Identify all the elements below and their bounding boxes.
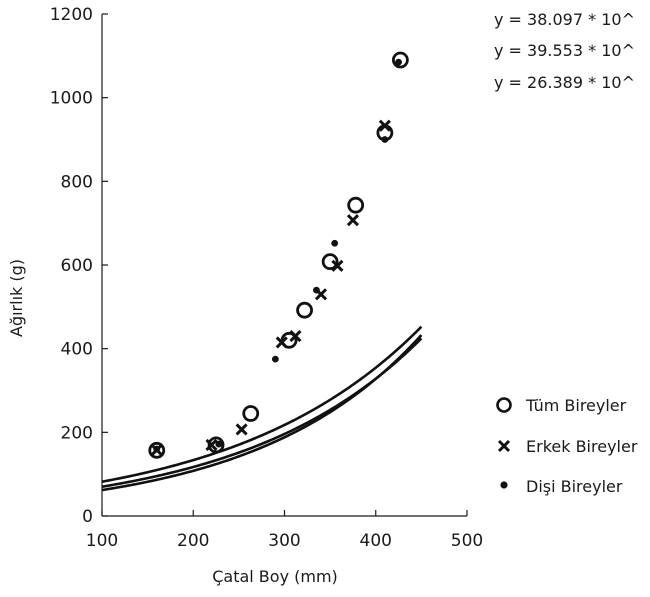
point-disi-bireyler: [331, 239, 339, 247]
point-disi-bireyler: [271, 355, 279, 363]
y-tick-label: 0: [82, 507, 93, 527]
legend: Tüm Bireyler Erkek Bireyler Dişi Bireyle…: [496, 396, 638, 496]
y-tick-label: 600: [61, 256, 93, 276]
x-tick-label: 200: [177, 531, 209, 551]
legend-label-disi: Dişi Bireyler: [526, 477, 623, 496]
point-erkek-bireyler: [275, 336, 288, 349]
point-tum-bireyler: [391, 51, 409, 69]
point-tum-bireyler: [296, 301, 313, 319]
point-tum-bireyler: [321, 253, 339, 271]
point-tum-bireyler: [347, 196, 365, 214]
y-tick-label: 200: [61, 423, 93, 443]
legend-open-circle-icon: [496, 397, 512, 413]
x-tick-label: 300: [268, 531, 300, 551]
point-erkek-bireyler: [235, 423, 248, 436]
y-tick-label: 400: [61, 340, 93, 360]
x-tick-label: 500: [451, 531, 483, 551]
x-tick-label: 400: [360, 531, 392, 551]
point-erkek-bireyler: [289, 330, 302, 343]
y-tick-label: 1000: [50, 89, 93, 109]
y-tick-label: 1200: [50, 5, 93, 25]
x-tick-label: 100: [86, 531, 118, 551]
fit-lines: [101, 325, 423, 492]
point-erkek-bireyler: [346, 214, 359, 227]
data-markers: [148, 51, 409, 459]
point-disi-bireyler: [153, 445, 161, 453]
equation-2: y = 39.553 * 10^: [494, 41, 635, 60]
legend-dot-icon: [500, 481, 508, 489]
legend-label-erkek: Erkek Bireyler: [526, 437, 638, 456]
legend-label-tum: Tüm Bireyler: [525, 396, 627, 415]
point-tum-bireyler: [242, 405, 260, 422]
point-disi-bireyler: [381, 136, 389, 143]
y-tick-label: 800: [61, 172, 93, 192]
point-erkek-bireyler: [205, 438, 218, 451]
plot-area: 0 200 400 600 800 1000 1200 100 200 300 400 500: [50, 5, 483, 551]
point-tum-bireyler: [148, 441, 166, 459]
point-tum-bireyler: [207, 436, 225, 454]
point-disi-bireyler: [215, 440, 223, 448]
fit-line-3: [101, 337, 423, 489]
point-disi-bireyler: [313, 286, 320, 294]
legend-x-icon: [497, 439, 511, 453]
y-axis-title: Ağırlık (g): [7, 259, 26, 337]
fit-line-2: [101, 334, 423, 492]
y-ticks: 0 200 400 600 800 1000 1200: [50, 5, 108, 527]
point-disi-bireyler: [395, 58, 402, 66]
equation-1: y = 38.097 * 10^: [494, 10, 635, 29]
point-erkek-bireyler: [331, 259, 344, 272]
fit-line-1: [101, 325, 423, 483]
equation-3: y = 26.389 * 10^: [494, 73, 635, 92]
point-erkek-bireyler: [378, 119, 391, 132]
x-ticks: 100 200 300 400 500: [86, 510, 483, 551]
x-axis-title: Çatal Boy (mm): [212, 567, 338, 586]
equations: y = 38.097 * 10^ y = 39.553 * 10^ y = 26…: [494, 10, 635, 92]
